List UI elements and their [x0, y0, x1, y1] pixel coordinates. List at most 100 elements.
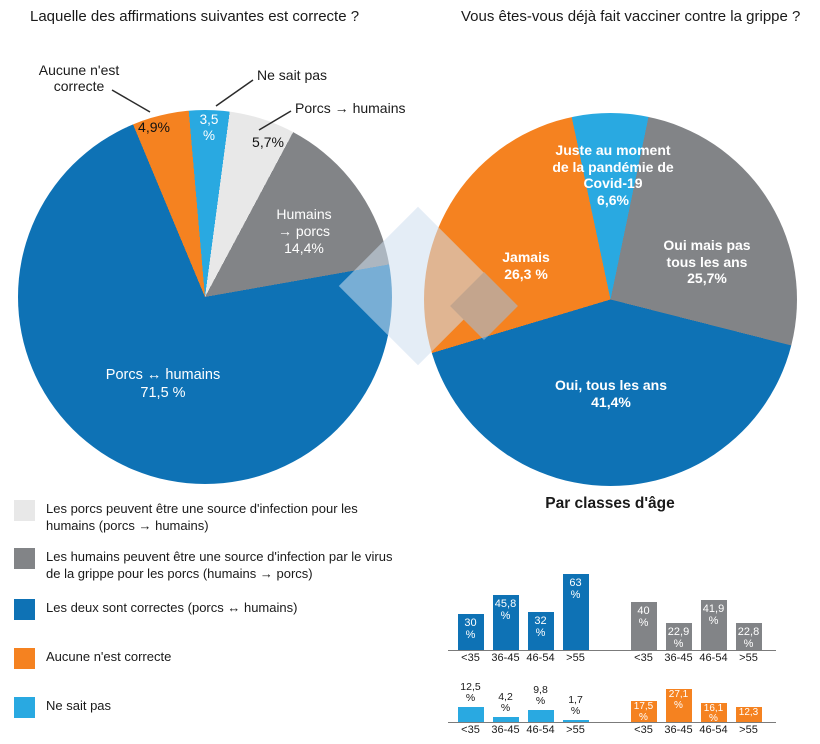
- bar-group-pas-tous-les-ans: 40 % <35 22,9 % 36-45 41,9 % 46-54 22,8 …: [626, 566, 766, 666]
- bar-cell: 9,8 % 46-54: [523, 664, 558, 738]
- bar-value-label: 12,5 %: [460, 681, 481, 704]
- category-label: >55: [566, 652, 585, 664]
- category-label: <35: [461, 652, 480, 664]
- bar-value-label: 45,8 %: [494, 598, 517, 623]
- bar-gray-gt55: 22,8 %: [735, 622, 762, 650]
- category-label: 46-54: [699, 724, 728, 736]
- bar-group-jamais: 17,5 % <35 27,1 % 36-45 16,1 % 46-54 12,…: [626, 664, 766, 738]
- right-pie-title: Vous êtes-vous déjà fait vacciner contre…: [461, 8, 801, 25]
- legend-item: Aucune n'est correcte: [14, 648, 171, 669]
- slice-label-jamais: Jamais 26,3 %: [502, 249, 550, 282]
- bar-orange-46-54: 16,1 %: [700, 702, 727, 724]
- callout-ne-sait-pas: Ne sait pas: [257, 67, 328, 83]
- bar-value-label: 22,8 %: [737, 625, 760, 650]
- bar-value-label: 1,7 %: [568, 693, 583, 717]
- legend-label: Les porcs peuvent être une source d'infe…: [46, 501, 358, 533]
- legend-item: Les deux sont correctes (porcs ↔ humains…: [14, 599, 297, 620]
- category-label: 46-54: [526, 652, 555, 664]
- category-label: 46-54: [526, 724, 555, 736]
- bar-cyan-lt35: 12,5 %: [457, 682, 484, 722]
- slice-label-pas-tous-les-ans: Oui mais pas tous les ans 25,7%: [663, 237, 751, 286]
- bar-value-label: 12,3: [738, 707, 759, 719]
- slice-value-porcs-humains: 5,7%: [252, 134, 284, 150]
- legend-swatch-light-gray: [14, 500, 35, 521]
- bar-cell: 45,8 % 36-45: [488, 566, 523, 666]
- bar-cell: 12,3 >55: [731, 664, 766, 738]
- legend-swatch-cyan: [14, 697, 35, 718]
- bar-value-label: 4,2 %: [498, 690, 513, 714]
- bar-value-label: 40 %: [637, 605, 650, 629]
- bar-cyan-36-45: 4,2 %: [492, 691, 519, 722]
- category-label: >55: [566, 724, 585, 736]
- bar-orange-lt35: 17,5 %: [630, 701, 657, 722]
- slice-label-humains-porcs: Humains → porcs 14,4%: [276, 206, 332, 256]
- bar-value-label: 17,5 %: [633, 701, 654, 723]
- legend-label: Ne sait pas: [46, 698, 112, 713]
- bar-cell: 27,1 % 36-45: [661, 664, 696, 738]
- bar-value-label: 63 %: [569, 577, 582, 602]
- bar-cyan-gt55: 1,7 %: [562, 694, 589, 722]
- category-label: 46-54: [699, 652, 728, 664]
- slice-label-tous-les-ans: Oui, tous les ans 41,4%: [554, 377, 668, 410]
- bar-cell: 4,2 % 36-45: [488, 664, 523, 738]
- baseline-row2: [448, 722, 776, 723]
- bar-blue-lt35: 30 %: [457, 614, 484, 650]
- bar-cell: 22,8 % >55: [731, 566, 766, 666]
- slice-value-ne-sait-pas: 3,5 %: [199, 112, 219, 143]
- category-label: 36-45: [491, 652, 520, 664]
- callout-aucune: Aucune n'est correcte: [38, 62, 120, 94]
- bar-gray-36-45: 22,9 %: [665, 622, 692, 650]
- bar-blue-46-54: 32 %: [527, 611, 554, 650]
- bar-value-label: 32 %: [534, 614, 547, 639]
- bar-gray-lt35: 40 %: [630, 602, 657, 650]
- bar-value-label: 41,9 %: [702, 602, 725, 627]
- left-pie-title: Laquelle des affirmations suivantes est …: [30, 8, 360, 25]
- legend-swatch-orange: [14, 648, 35, 669]
- bar-value-label: 30 %: [464, 617, 477, 641]
- baseline-row1: [448, 650, 776, 651]
- bar-group-covid: 12,5 % <35 4,2 % 36-45 9,8 % 46-54 1,7 %…: [453, 664, 593, 738]
- slice-value-aucune: 4,9%: [138, 119, 170, 135]
- bar-gray-46-54: 41,9 %: [700, 599, 727, 650]
- bar-cell: 30 % <35: [453, 566, 488, 666]
- legend-swatch-gray: [14, 548, 35, 569]
- legend-item: Ne sait pas: [14, 697, 111, 718]
- bar-cyan-46-54: 9,8 %: [527, 685, 554, 722]
- bar-group-tous-les-ans: 30 % <35 45,8 % 36-45 32 % 46-54 63 % >5…: [453, 566, 593, 666]
- slice-label-porcs-bidirectionnel: Porcs ↔ humains 71,5 %: [105, 367, 221, 401]
- bar-blue-gt55: 63 %: [562, 574, 589, 650]
- callout-porcs-humains: Porcs → humains: [295, 100, 406, 116]
- bar-cell: 63 % >55: [558, 566, 593, 666]
- legend-label: Les deux sont correctes (porcs ↔ humains…: [46, 600, 298, 615]
- category-label: 36-45: [664, 652, 693, 664]
- bar-cell: 12,5 % <35: [453, 664, 488, 738]
- legend: Les porcs peuvent être une source d'infe…: [14, 500, 438, 736]
- legend-item: Les porcs peuvent être une source d'infe…: [14, 500, 358, 534]
- bar-cell: 16,1 % 46-54: [696, 664, 731, 738]
- bar-cell: 41,9 % 46-54: [696, 566, 731, 666]
- category-label: <35: [634, 652, 653, 664]
- bar-cell: 22,9 % 36-45: [661, 566, 696, 666]
- age-section-title: Par classes d'âge: [545, 495, 675, 512]
- bar-value-label: 16,1 %: [703, 702, 724, 725]
- bar-orange-36-45: 27,1 %: [665, 689, 692, 722]
- legend-swatch-blue: [14, 599, 35, 620]
- bar-value-label: 27,1 %: [668, 689, 689, 711]
- legend-item: Les humains peuvent être une source d'in…: [14, 548, 392, 582]
- category-label: <35: [634, 724, 653, 736]
- bar-cell: 32 % 46-54: [523, 566, 558, 666]
- bar-orange-gt55: 12,3: [735, 707, 762, 722]
- bar-cell: 1,7 % >55: [558, 664, 593, 738]
- category-label: <35: [461, 724, 480, 736]
- category-label: >55: [739, 724, 758, 736]
- pie-chart-statements: [18, 110, 392, 484]
- bar-value-label: 22,9 %: [667, 625, 690, 650]
- slice-label-covid: Juste au moment de la pandémie de Covid-…: [552, 142, 674, 208]
- category-label: 36-45: [491, 724, 520, 736]
- category-label: >55: [739, 652, 758, 664]
- bar-cell: 17,5 % <35: [626, 664, 661, 738]
- legend-label: Les humains peuvent être une source d'in…: [46, 549, 393, 581]
- bar-value-label: 9,8 %: [533, 684, 548, 708]
- category-label: 36-45: [664, 724, 693, 736]
